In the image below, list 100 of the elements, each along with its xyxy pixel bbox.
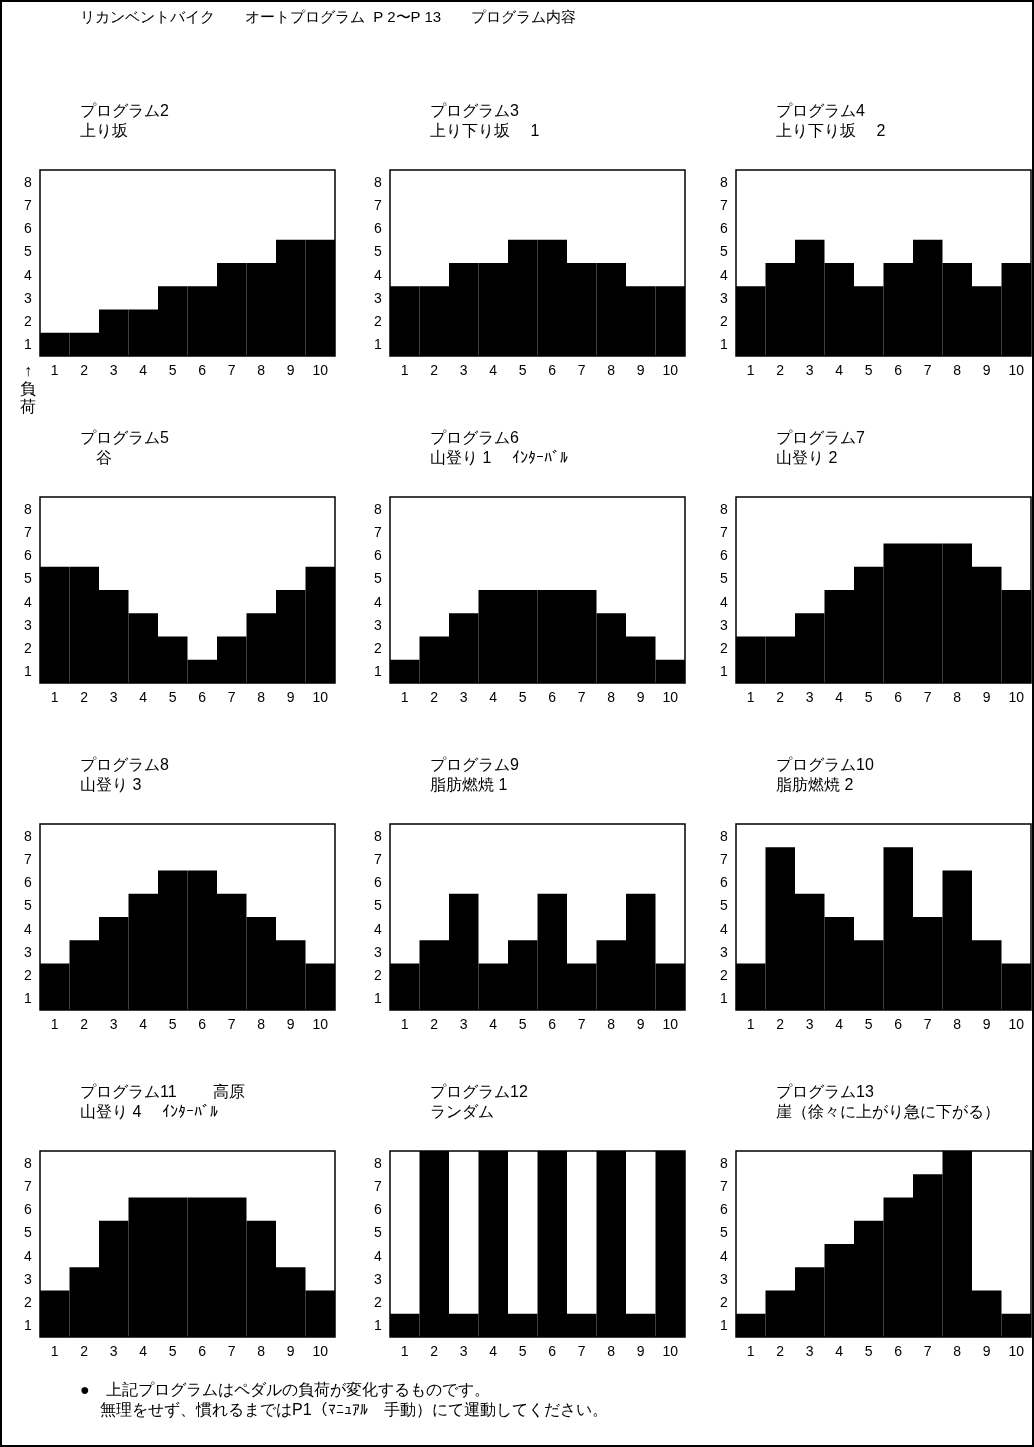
subtitle: 脂肪燃焼 1 xyxy=(430,776,508,793)
xtick: 1 xyxy=(746,1016,755,1032)
subtitle: 山登り 3 xyxy=(80,776,142,793)
xtick: 1 xyxy=(746,362,755,378)
xtick: 4 xyxy=(489,1343,498,1359)
title: プログラム9 xyxy=(430,756,519,773)
xtick: 4 xyxy=(489,1016,498,1032)
xtick: 2 xyxy=(776,1343,785,1359)
xtick: 9 xyxy=(636,689,645,705)
ytick: 1 xyxy=(720,663,728,680)
xtick: 6 xyxy=(894,1016,903,1032)
ytick: 2 xyxy=(374,640,382,657)
xtick: 5 xyxy=(518,362,527,378)
xtick: 4 xyxy=(835,1016,844,1032)
xtick: 9 xyxy=(286,689,295,705)
xtick: 2 xyxy=(80,362,89,378)
ytick: 5 xyxy=(374,243,382,260)
xtick: 8 xyxy=(257,1016,266,1032)
ytick: 2 xyxy=(720,313,728,330)
ytick: 7 xyxy=(374,1177,382,1194)
title: プログラム7 xyxy=(776,429,865,446)
xtick: 5 xyxy=(864,689,873,705)
ytick: 3 xyxy=(374,616,382,633)
ytick: 1 xyxy=(24,663,32,680)
xtick: 3 xyxy=(459,689,468,705)
xtick: 9 xyxy=(286,1016,295,1032)
subtitle: 山登り 1 ｲﾝﾀｰﾊﾞﾙ xyxy=(430,449,568,466)
ytick: 4 xyxy=(24,1247,32,1264)
ytick: 3 xyxy=(374,289,382,306)
ytick: 8 xyxy=(720,1154,728,1171)
xtick: 5 xyxy=(864,1343,873,1359)
ytick: 1 xyxy=(720,990,728,1007)
ytick: 7 xyxy=(720,1177,728,1194)
ytick: 8 xyxy=(374,173,382,190)
ytick: 6 xyxy=(374,220,382,237)
xtick: 4 xyxy=(489,362,498,378)
ytick: 8 xyxy=(720,827,728,844)
ytick: 4 xyxy=(24,920,32,937)
xtick: 8 xyxy=(607,362,616,378)
annotation: 無理をせず、慣れるまではP1（ﾏﾆｭｱﾙ 手動）にて運動してください。 xyxy=(100,1401,608,1418)
ytick: 3 xyxy=(720,943,728,960)
ytick: 7 xyxy=(24,523,32,540)
ytick: 4 xyxy=(374,266,382,283)
ytick: 7 xyxy=(24,850,32,867)
xtick: 3 xyxy=(805,689,814,705)
xtick: 6 xyxy=(548,362,557,378)
ytick: 5 xyxy=(374,570,382,587)
ytick: 3 xyxy=(720,1270,728,1287)
xtick: 1 xyxy=(400,689,409,705)
xtick: 2 xyxy=(776,362,785,378)
ytick: 4 xyxy=(720,266,728,283)
xtick: 7 xyxy=(227,362,236,378)
xtick: 6 xyxy=(894,689,903,705)
ytick: 5 xyxy=(24,1224,32,1241)
xtick: 5 xyxy=(168,1016,177,1032)
xtick: 10 xyxy=(662,1016,679,1032)
ytick: 6 xyxy=(24,874,32,891)
ytick: 2 xyxy=(720,1294,728,1311)
xtick: 8 xyxy=(257,1343,266,1359)
xtick: 8 xyxy=(953,689,962,705)
xtick: 7 xyxy=(227,1016,236,1032)
xtick: 2 xyxy=(430,1016,439,1032)
xtick: 10 xyxy=(662,1343,679,1359)
xtick: 10 xyxy=(662,689,679,705)
xtick: 5 xyxy=(864,362,873,378)
ytick: 6 xyxy=(374,874,382,891)
title: プログラム11 高原 xyxy=(80,1083,246,1100)
xtick: 3 xyxy=(459,1343,468,1359)
xtick: 6 xyxy=(548,1016,557,1032)
xtick: 7 xyxy=(577,1343,586,1359)
ytick: 5 xyxy=(374,1224,382,1241)
xtick: 7 xyxy=(577,362,586,378)
xtick: 10 xyxy=(662,362,679,378)
xtick: 4 xyxy=(139,362,148,378)
ytick: 3 xyxy=(374,943,382,960)
xtick: 10 xyxy=(1008,689,1025,705)
ytick: 5 xyxy=(24,897,32,914)
ytick: 6 xyxy=(720,220,728,237)
ytick: 4 xyxy=(24,593,32,610)
xtick: 2 xyxy=(430,689,439,705)
xtick: 9 xyxy=(982,1343,991,1359)
xtick: 6 xyxy=(894,362,903,378)
xtick: 4 xyxy=(489,689,498,705)
ytick: 5 xyxy=(720,897,728,914)
ytick: 4 xyxy=(720,920,728,937)
ytick: 3 xyxy=(24,1270,32,1287)
xtick: 8 xyxy=(607,1343,616,1359)
xtick: 7 xyxy=(923,1343,932,1359)
xtick: 3 xyxy=(805,362,814,378)
xtick: 8 xyxy=(257,362,266,378)
xtick: 3 xyxy=(109,362,118,378)
xtick: 2 xyxy=(80,1343,89,1359)
xtick: 6 xyxy=(198,689,207,705)
title: リカンベントバイク オートプログラム P 2〜P 13 プログラム内容 xyxy=(80,8,577,25)
ytick: 3 xyxy=(374,1270,382,1287)
xtick: 2 xyxy=(80,689,89,705)
ytick: 4 xyxy=(720,1247,728,1264)
ytick: 2 xyxy=(720,967,728,984)
subtitle: 山登り 2 xyxy=(776,449,838,466)
ylabel: ↑ xyxy=(24,362,32,379)
